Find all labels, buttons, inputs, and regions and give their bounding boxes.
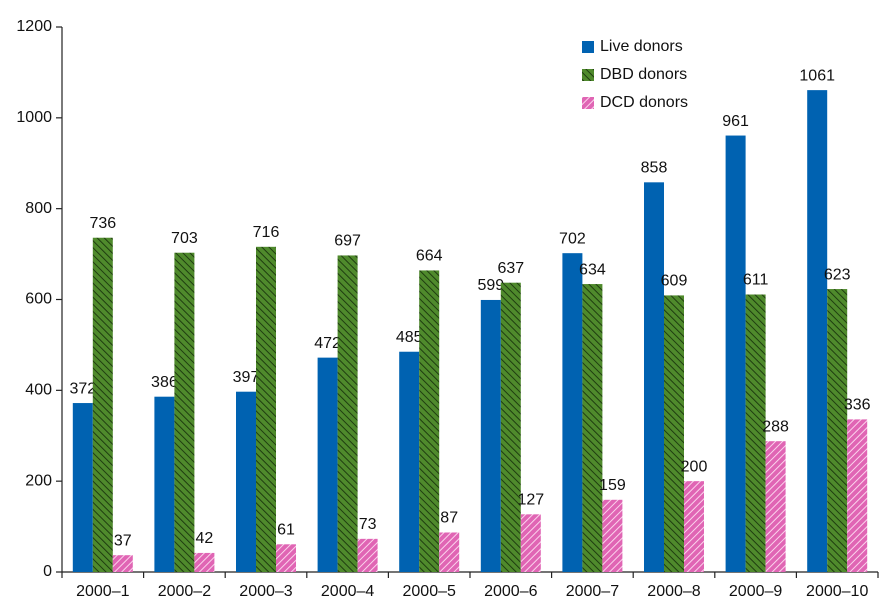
x-tick-label: 2000–1: [76, 583, 129, 600]
y-tick-label: 1000: [16, 109, 52, 126]
data-label: 716: [253, 224, 280, 241]
data-label: 37: [114, 532, 132, 549]
y-tick-label: 0: [43, 563, 52, 580]
bar: [317, 357, 338, 572]
bar: [765, 441, 786, 572]
x-tick-label: 2000–7: [566, 583, 619, 600]
bar: [419, 270, 440, 572]
data-label: 623: [824, 266, 851, 283]
bar: [745, 294, 766, 572]
data-label: 664: [416, 248, 443, 265]
bar: [582, 284, 603, 572]
data-label: 127: [517, 492, 544, 509]
x-tick-label: 2000–5: [403, 583, 456, 600]
data-label: 961: [722, 113, 749, 130]
y-tick-label: 1200: [16, 18, 52, 35]
y-tick-label: 800: [25, 200, 52, 217]
data-label: 599: [477, 277, 504, 294]
data-label: 611: [743, 272, 769, 289]
bar: [725, 135, 746, 572]
bar: [399, 351, 420, 572]
legend-label: DBD donors: [600, 66, 687, 83]
data-label: 702: [559, 230, 586, 247]
bar: [174, 252, 195, 573]
data-label: 637: [497, 260, 524, 277]
y-tick-label: 400: [25, 382, 52, 399]
data-label: 73: [359, 516, 377, 533]
bar: [357, 538, 378, 572]
bar: [112, 555, 133, 572]
bar: [236, 391, 256, 572]
x-tick-label: 2000–2: [158, 583, 211, 600]
bar: [520, 514, 541, 572]
bar: [827, 289, 848, 572]
data-label: 336: [844, 397, 871, 414]
x-tick-label: 2000–10: [806, 583, 868, 600]
legend-label: Live donors: [600, 38, 683, 55]
data-label: 858: [641, 160, 668, 177]
data-label: 697: [334, 233, 361, 250]
data-label: 87: [440, 510, 458, 527]
bar: [92, 237, 113, 572]
data-label: 634: [579, 261, 606, 278]
data-label: 703: [171, 230, 198, 247]
data-label: 200: [681, 458, 708, 475]
data-label: 288: [762, 418, 789, 435]
data-label: 159: [599, 477, 626, 494]
bar: [256, 246, 276, 573]
bar: [439, 532, 460, 572]
legend-label: DCD donors: [600, 94, 688, 111]
x-tick-label: 2000–8: [647, 583, 700, 600]
bar: [807, 90, 828, 573]
bar: [664, 295, 684, 572]
legend-swatch: [582, 41, 594, 53]
data-label: 1061: [799, 67, 835, 84]
bar: [562, 253, 583, 573]
bar: [154, 396, 175, 572]
data-label: 397: [233, 369, 260, 386]
bar: [194, 552, 215, 572]
bar: [847, 419, 868, 572]
bar: [684, 481, 704, 572]
x-tick-label: 2000–4: [321, 583, 374, 600]
x-tick-label: 2000–3: [239, 583, 292, 600]
bar: [72, 403, 93, 572]
data-label: 609: [661, 273, 688, 290]
bar: [602, 499, 623, 572]
legend-swatch: [582, 69, 594, 81]
x-tick-label: 2000–6: [484, 583, 537, 600]
bar: [480, 299, 501, 572]
data-label: 485: [396, 329, 423, 346]
legend-swatch: [582, 97, 594, 109]
bar: [337, 255, 358, 572]
data-label: 386: [151, 374, 178, 391]
bar: [644, 182, 664, 572]
data-label: 42: [196, 530, 214, 547]
bar: [500, 282, 521, 572]
data-label: 736: [89, 215, 116, 232]
data-label: 372: [69, 380, 96, 397]
bar: [276, 544, 296, 572]
x-tick-label: 2000–9: [729, 583, 782, 600]
data-label: 472: [314, 335, 341, 352]
y-tick-label: 200: [25, 472, 52, 489]
data-label: 61: [277, 522, 295, 539]
y-tick-label: 600: [25, 291, 52, 308]
